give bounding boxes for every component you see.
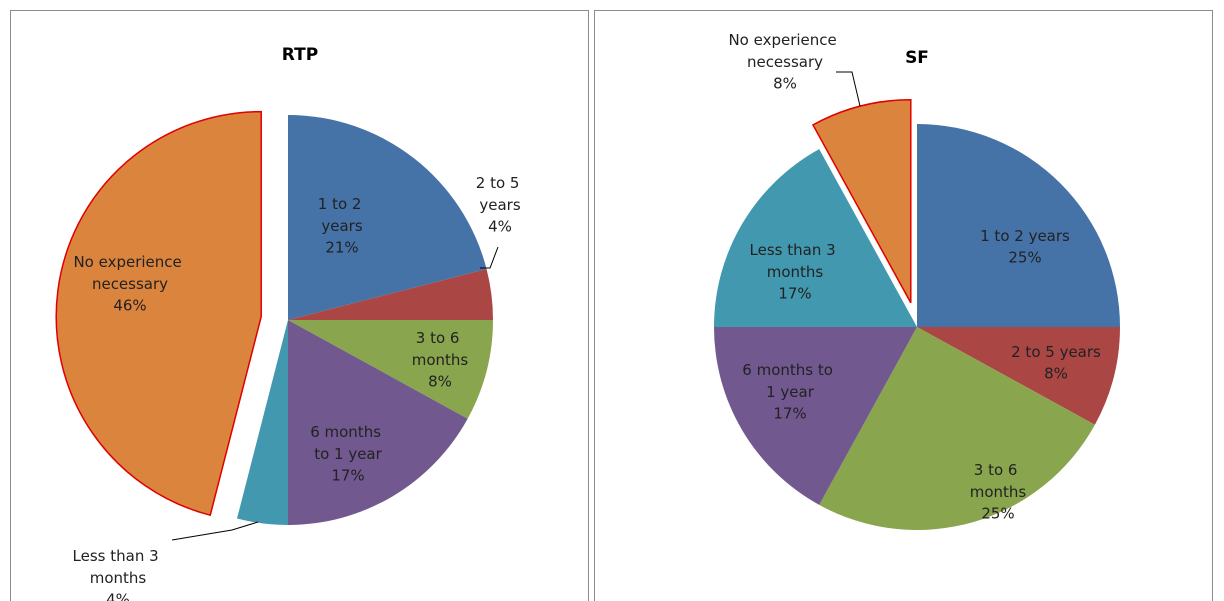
- value-label: 8%: [773, 75, 797, 93]
- slice-label: 6 months to 1 year: [742, 361, 837, 401]
- pie-slice: [713, 327, 917, 505]
- value-label: 17%: [773, 405, 806, 423]
- pie-slice: [288, 320, 468, 525]
- pie-slice: [917, 327, 1120, 425]
- slice-label: Less than 3 months: [750, 241, 841, 281]
- value-label: 4%: [106, 591, 130, 601]
- value-label: 46%: [113, 297, 146, 315]
- pie-slice: [811, 99, 912, 304]
- slice-label: 3 to 6 months: [970, 461, 1027, 501]
- pie-slice: [288, 269, 493, 320]
- slice-label: 1 to 2 years: [318, 195, 366, 235]
- pie-slice: [714, 149, 917, 327]
- value-label: 17%: [331, 467, 364, 485]
- slice-label: 2 to 5 years: [1011, 343, 1101, 361]
- leader-line: [836, 71, 861, 107]
- pie-slice: [819, 327, 1095, 530]
- pie-slice: [288, 320, 493, 419]
- slice-label: Less than 3 months: [73, 547, 164, 587]
- pie-slice: [288, 115, 487, 320]
- pie-slice: [917, 124, 1120, 327]
- value-label: 25%: [981, 505, 1014, 523]
- leader-line: [480, 246, 499, 269]
- value-label: 21%: [325, 239, 358, 257]
- value-label: 25%: [1008, 249, 1041, 267]
- leader-line: [171, 521, 259, 541]
- pie-slice: [237, 320, 288, 525]
- slice-label: 1 to 2 years: [980, 227, 1070, 245]
- value-label: 8%: [428, 373, 452, 391]
- slice-label: No experience necessary: [728, 31, 841, 71]
- slice-label: 3 to 6 months: [412, 329, 469, 369]
- slice-label: 2 to 5 years: [476, 174, 524, 214]
- value-label: 8%: [1044, 365, 1068, 383]
- value-label: 4%: [488, 218, 512, 236]
- value-label: 17%: [778, 285, 811, 303]
- pie-slice: [55, 110, 262, 517]
- slice-label: No experience necessary: [73, 253, 186, 293]
- chart-title: SF: [905, 48, 929, 68]
- slice-label: 6 months to 1 year: [310, 423, 386, 463]
- chart-title: RTP: [282, 45, 318, 65]
